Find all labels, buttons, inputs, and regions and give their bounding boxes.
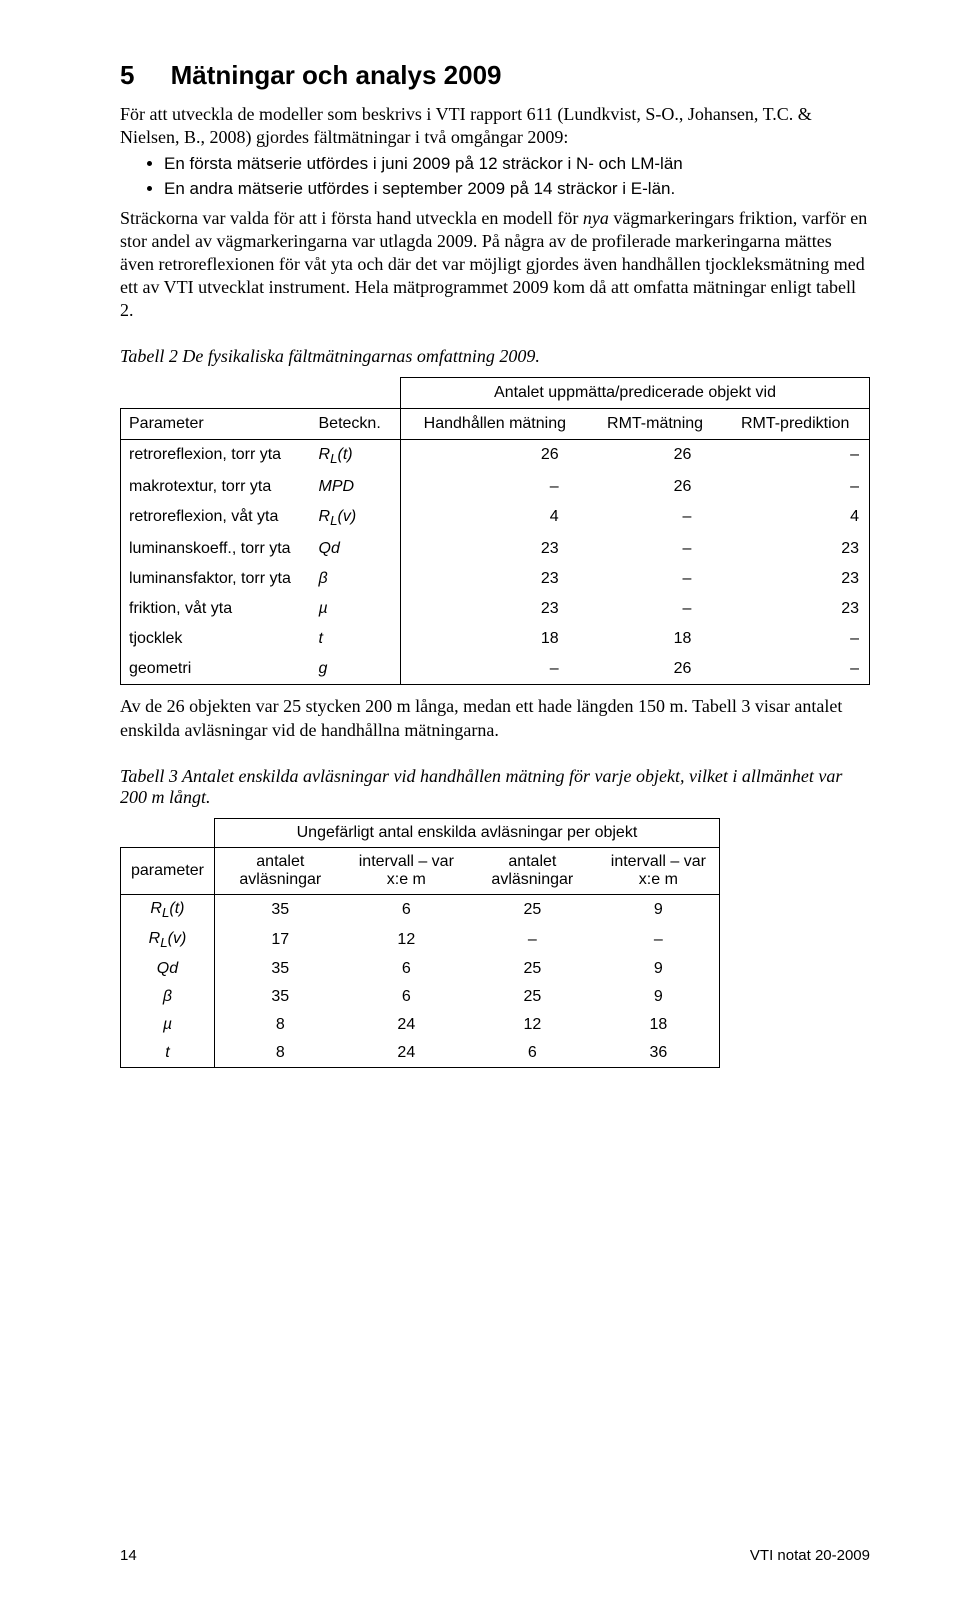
section-heading: 5 Mätningar och analys 2009 bbox=[120, 60, 870, 91]
col-antalet-2: antalet avläsningar bbox=[467, 847, 598, 894]
bullet-list: En första mätserie utfördes i juni 2009 … bbox=[120, 153, 870, 201]
col-intervall-2: intervall – var x:e m bbox=[598, 847, 720, 894]
list-item: En andra mätserie utfördes i september 2… bbox=[164, 178, 870, 201]
table2-caption: Tabell 2 De fysikaliska fältmätningarnas… bbox=[120, 346, 870, 367]
page-number: 14 bbox=[120, 1547, 137, 1564]
col-handhallen: Handhållen mätning bbox=[401, 409, 589, 440]
section-number: 5 bbox=[120, 60, 134, 90]
table-row: tjocklek t 18 18 – bbox=[121, 624, 870, 654]
list-item: En första mätserie utfördes i juni 2009 … bbox=[164, 153, 870, 176]
body-paragraph: Sträckorna var valda för att i första ha… bbox=[120, 207, 870, 322]
col-rmt-prediktion: RMT-prediktion bbox=[721, 409, 869, 440]
after-table2-paragraph: Av de 26 objekten var 25 stycken 200 m l… bbox=[120, 695, 870, 741]
table-3: Ungefärligt antal enskilda avläsningar p… bbox=[120, 818, 720, 1068]
section-title-text: Mätningar och analys 2009 bbox=[171, 60, 502, 90]
table-row: t 8 24 6 36 bbox=[121, 1039, 720, 1068]
table2-group-header: Antalet uppmätta/predicerade objekt vid bbox=[401, 378, 870, 409]
col-beteckn: Beteckn. bbox=[311, 409, 401, 440]
table-row: makrotextur, torr yta MPD – 26 – bbox=[121, 472, 870, 502]
table-row: friktion, våt yta µ 23 – 23 bbox=[121, 594, 870, 624]
table-row: retroreflexion, torr yta RL(t) 26 26 – bbox=[121, 440, 870, 473]
table-row: retroreflexion, våt yta RL(v) 4 – 4 bbox=[121, 502, 870, 534]
table-row: luminanskoeff., torr yta Qd 23 – 23 bbox=[121, 534, 870, 564]
page-footer: 14 VTI notat 20-2009 bbox=[120, 1547, 870, 1564]
table-row: RL(t) 35 6 25 9 bbox=[121, 894, 720, 925]
col-rmt-matning: RMT-mätning bbox=[589, 409, 722, 440]
col-parameter: parameter bbox=[121, 847, 215, 894]
doc-id: VTI notat 20-2009 bbox=[750, 1547, 870, 1564]
table3-group-header: Ungefärligt antal enskilda avläsningar p… bbox=[214, 818, 719, 847]
table-row: luminansfaktor, torr yta β 23 – 23 bbox=[121, 564, 870, 594]
intro-paragraph: För att utveckla de modeller som beskriv… bbox=[120, 103, 870, 149]
table-row: µ 8 24 12 18 bbox=[121, 1011, 720, 1039]
table-row: Qd 35 6 25 9 bbox=[121, 955, 720, 983]
table3-caption: Tabell 3 Antalet enskilda avläsningar vi… bbox=[120, 766, 870, 808]
table-row: β 35 6 25 9 bbox=[121, 983, 720, 1011]
table-2: Antalet uppmätta/predicerade objekt vid … bbox=[120, 377, 870, 685]
col-intervall: intervall – var x:e m bbox=[346, 847, 467, 894]
col-parameter: Parameter bbox=[121, 409, 311, 440]
table-row: geometri g – 26 – bbox=[121, 654, 870, 685]
col-antalet: antalet avläsningar bbox=[214, 847, 345, 894]
table-row: RL(v) 17 12 – – bbox=[121, 925, 720, 955]
